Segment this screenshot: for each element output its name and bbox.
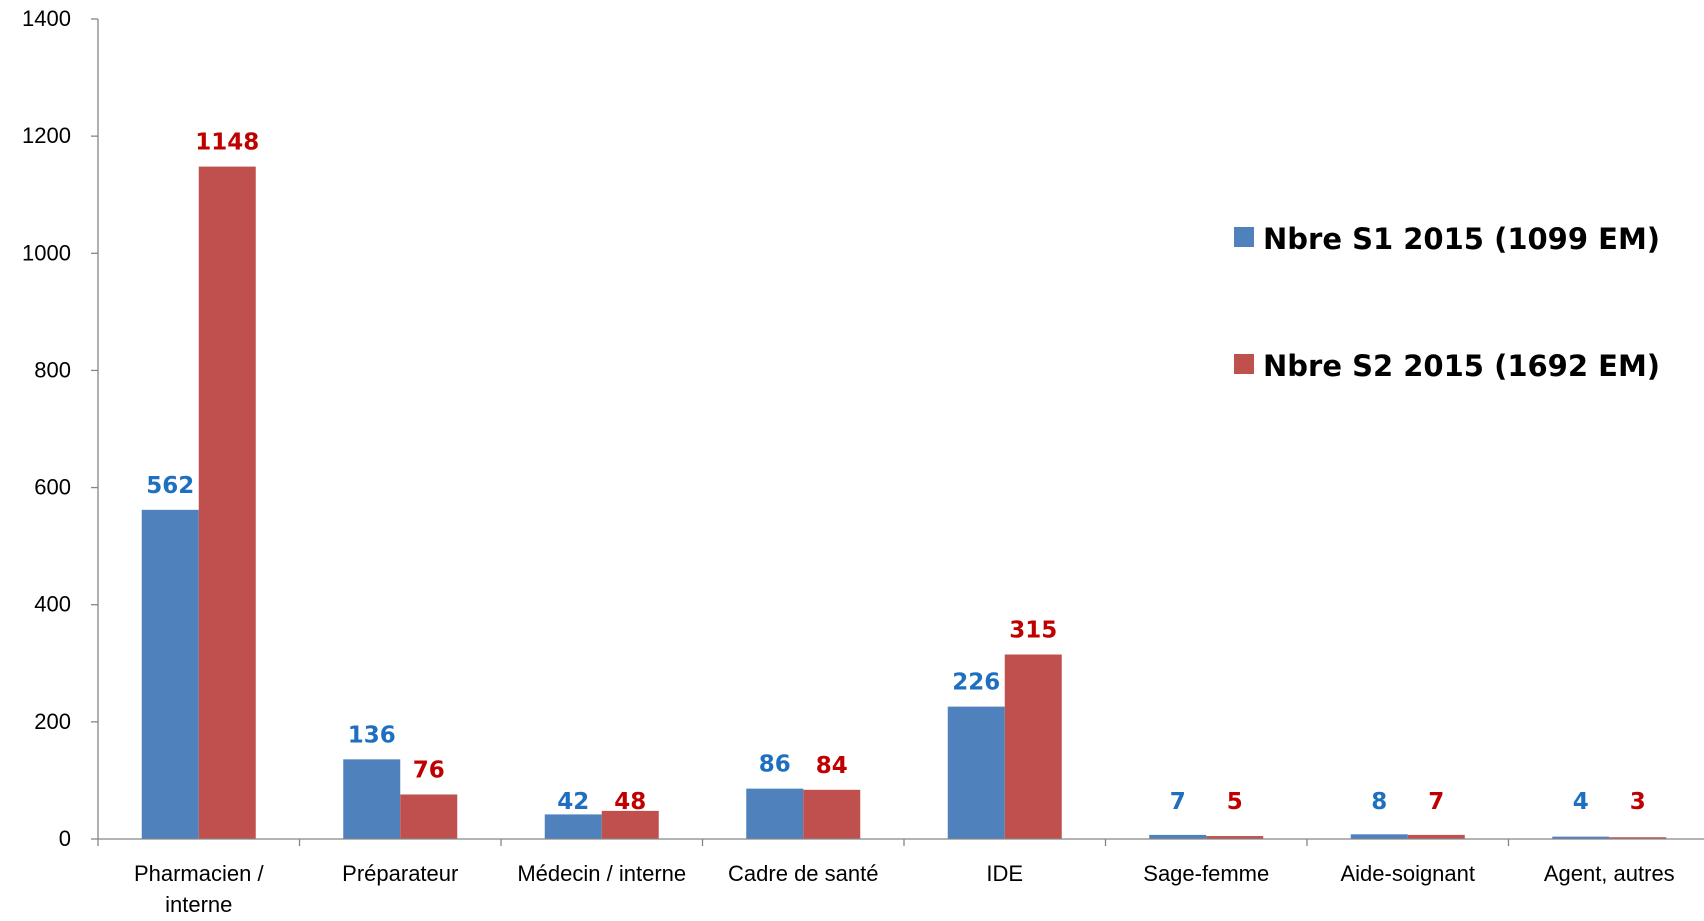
data-label: 7 xyxy=(1170,789,1186,815)
data-label: 76 xyxy=(413,757,445,783)
x-tick-label: Cadre de santé xyxy=(728,861,878,886)
y-tick-label: 200 xyxy=(34,709,71,734)
axes-layer: 0 200 400 600 800 1000 1200 1400 Pharmacien / int… xyxy=(22,6,1704,917)
data-label: 42 xyxy=(557,789,589,815)
data-label: 315 xyxy=(1009,618,1057,644)
y-tick-label: 1000 xyxy=(22,240,71,265)
data-label: 136 xyxy=(348,722,396,748)
x-tick-label: Sage-femme xyxy=(1143,861,1269,886)
data-label: 5 xyxy=(1227,789,1243,815)
data-label: 7 xyxy=(1428,789,1444,815)
legend-label: Nbre S1 2015 (1099 EM) xyxy=(1263,222,1660,256)
x-tick-label: IDE xyxy=(986,861,1023,886)
y-tick-label: 600 xyxy=(34,475,71,500)
data-label: 4 xyxy=(1573,789,1589,815)
bar xyxy=(343,759,401,839)
x-tick-label: Médecin / interne xyxy=(517,861,686,886)
bar xyxy=(1407,834,1465,839)
legend: Nbre S1 2015 (1099 EM) Nbre S2 2015 (1692… xyxy=(1234,222,1660,383)
data-label: 86 xyxy=(759,752,791,778)
data-label: 48 xyxy=(614,789,646,815)
y-tick-label: 0 xyxy=(59,826,71,851)
x-tick-label: Agent, autres xyxy=(1544,861,1675,886)
x-tick-label: Pharmacien / interne xyxy=(134,861,265,917)
data-label: 84 xyxy=(816,753,848,779)
y-tick-label: 800 xyxy=(34,357,71,382)
x-tick-label: Aide-soignant xyxy=(1340,861,1475,886)
bar xyxy=(1004,654,1062,839)
x-tick-label: Préparateur xyxy=(342,861,458,886)
bar xyxy=(1149,834,1207,839)
y-tick-label: 1400 xyxy=(22,6,71,31)
data-label: 8 xyxy=(1371,789,1387,815)
data-label: 226 xyxy=(952,670,1000,696)
bar xyxy=(601,810,659,839)
data-label: 1148 xyxy=(195,130,259,156)
y-tick-label: 1200 xyxy=(22,123,71,148)
bar xyxy=(1609,837,1667,839)
y-tick-label: 400 xyxy=(34,592,71,617)
bar xyxy=(1206,836,1264,839)
labels-layer: 562 1148 136 76 42 48 86 84 226 315 7 5 8 7 4 3 xyxy=(146,130,1646,815)
bar xyxy=(1350,834,1408,839)
bar xyxy=(803,789,861,839)
legend-label: Nbre S2 2015 (1692 EM) xyxy=(1263,349,1660,383)
data-label: 3 xyxy=(1630,789,1646,815)
legend-swatch xyxy=(1234,227,1254,247)
bars-layer xyxy=(141,166,1667,840)
bar xyxy=(544,814,602,839)
bar xyxy=(198,166,256,840)
bar xyxy=(400,794,458,839)
bar xyxy=(141,509,199,839)
bar xyxy=(947,706,1005,839)
bar xyxy=(746,788,804,839)
legend-swatch xyxy=(1234,354,1254,374)
data-label: 562 xyxy=(146,473,194,499)
bar xyxy=(1552,836,1610,839)
